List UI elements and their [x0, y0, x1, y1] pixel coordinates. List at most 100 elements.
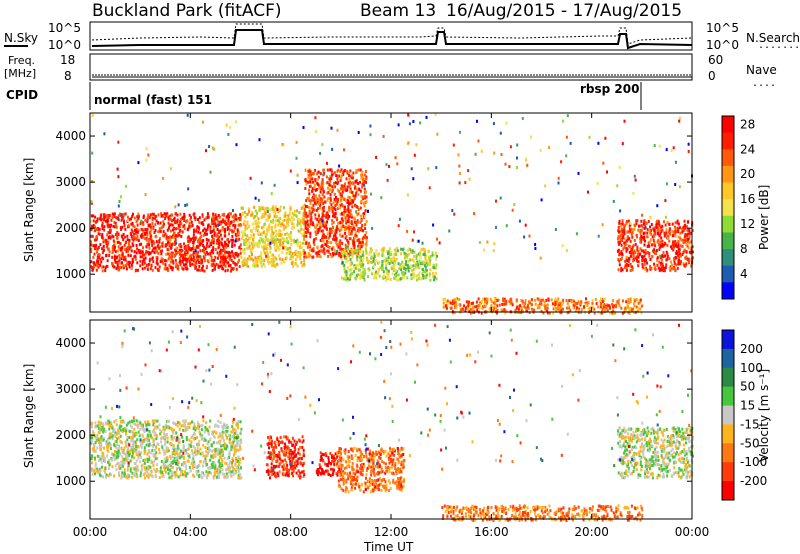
- scatter-cell: [128, 262, 131, 266]
- scatter-cell: [617, 249, 620, 253]
- scatter-cell: [629, 250, 632, 254]
- scatter-cell: [683, 228, 686, 232]
- scatter-cell: [677, 228, 680, 232]
- scatter-cell: [217, 435, 220, 439]
- scatter-cell: [185, 257, 187, 261]
- scatter-cell: [427, 261, 430, 265]
- scatter-cell: [104, 421, 107, 425]
- scatter-cell: [308, 185, 311, 188]
- scatter-cell: [363, 196, 366, 200]
- scatter-cell: [308, 188, 311, 192]
- scatter-cell: [177, 226, 180, 230]
- scatter-cell: [168, 255, 171, 259]
- scatter-cell: [455, 300, 458, 304]
- scatter-cell: [289, 233, 292, 237]
- scatter-cell: [315, 237, 318, 241]
- scatter-cell: [169, 256, 172, 260]
- scatter-cell: [213, 147, 216, 151]
- scatter-cell: [152, 227, 155, 231]
- scatter-cell: [365, 236, 368, 240]
- scatter-cell: [210, 239, 213, 243]
- scatter-cell: [132, 473, 135, 477]
- scatter-cell: [223, 212, 226, 216]
- scatter-cell: [352, 176, 354, 180]
- scatter-cell: [329, 230, 332, 234]
- scatter-cell: [350, 213, 353, 217]
- scatter-cell: [146, 242, 149, 246]
- scatter-cell: [381, 267, 384, 271]
- scatter-cell: [290, 242, 293, 246]
- scatter-cell: [116, 448, 119, 452]
- scatter-cell: [349, 258, 352, 261]
- scatter-cell: [314, 168, 317, 172]
- scatter-cell: [231, 425, 234, 429]
- scatter-cell: [653, 228, 656, 232]
- scatter-cell: [656, 259, 659, 263]
- scatter-cell: [235, 466, 238, 469]
- scatter-cell: [637, 250, 640, 253]
- scatter-cell: [135, 450, 138, 454]
- scatter-cell: [361, 174, 364, 177]
- scatter-cell: [401, 260, 404, 264]
- scatter-cell: [323, 225, 326, 229]
- scatter-cell: [169, 223, 172, 227]
- scatter-cell: [391, 258, 394, 262]
- scatter-cell: [407, 113, 410, 117]
- scatter-cell: [183, 227, 186, 231]
- scatter-cell: [110, 223, 113, 227]
- scatter-cell: [99, 442, 102, 446]
- scatter-cell: [133, 235, 136, 239]
- scatter-cell: [114, 221, 117, 225]
- scatter-cell: [674, 225, 676, 229]
- scatter-cell: [629, 229, 632, 233]
- scatter-cell: [246, 234, 249, 238]
- scatter-cell: [307, 173, 310, 177]
- scatter-cell: [312, 249, 315, 253]
- scatter-cell: [167, 248, 170, 252]
- scatter-cell: [422, 260, 425, 264]
- scatter-cell: [342, 253, 345, 257]
- scatter-cell: [182, 253, 184, 257]
- scatter-cell: [153, 230, 156, 234]
- scatter-cell: [296, 244, 299, 248]
- scatter-cell: [322, 201, 325, 205]
- scatter-cell: [350, 261, 353, 265]
- scatter-cell: [226, 228, 229, 231]
- scatter-cell: [352, 250, 355, 254]
- scatter-cell: [363, 272, 366, 276]
- scatter-cell: [116, 167, 119, 171]
- scatter-cell: [325, 214, 328, 218]
- scatter-cell: [257, 232, 260, 236]
- scatter-cell: [248, 241, 251, 245]
- scatter-cell: [357, 131, 360, 134]
- scatter-cell: [270, 257, 273, 261]
- scatter-cell: [141, 260, 144, 264]
- scatter-cell: [341, 221, 344, 225]
- scatter-cell: [279, 238, 282, 242]
- scatter-cell: [108, 427, 111, 431]
- scatter-cell: [426, 263, 429, 267]
- scatter-cell: [405, 253, 408, 257]
- scatter-cell: [386, 276, 388, 280]
- scatter-cell: [677, 253, 679, 257]
- scatter-cell: [663, 266, 666, 270]
- scatter-cell: [646, 268, 649, 272]
- scatter-cell: [103, 228, 106, 232]
- scatter-cell: [331, 219, 334, 222]
- scatter-cell: [144, 237, 147, 241]
- scatter-cell: [117, 261, 120, 265]
- scatter-cell: [198, 264, 201, 268]
- scatter-cell: [217, 239, 220, 243]
- scatter-cell: [317, 177, 320, 181]
- scatter-cell: [182, 263, 185, 267]
- scatter-cell: [349, 221, 352, 225]
- scatter-cell: [412, 177, 415, 181]
- scatter-cell: [263, 244, 266, 248]
- scatter-cell: [94, 464, 97, 468]
- scatter-cell: [141, 228, 144, 232]
- scatter-cell: [591, 301, 594, 305]
- scatter-cell: [273, 243, 276, 247]
- scatter-cell: [400, 268, 402, 272]
- scatter-cell: [254, 196, 257, 200]
- scatter-cell: [152, 260, 155, 263]
